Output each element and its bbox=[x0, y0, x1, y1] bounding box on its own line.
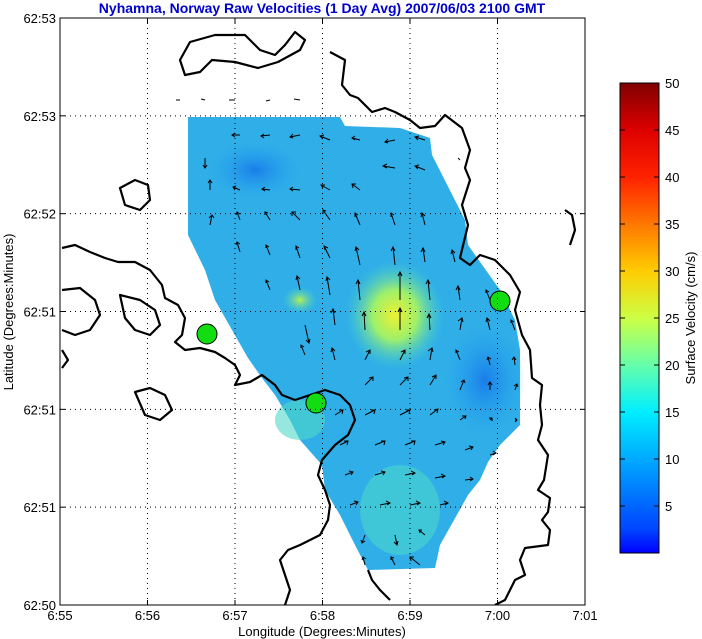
x-tick-label: 7:01 bbox=[572, 608, 597, 623]
colorbar-tick-label: 45 bbox=[665, 123, 679, 138]
x-tick-label: 6:59 bbox=[397, 608, 422, 623]
plot-frame bbox=[59, 17, 586, 606]
y-axis-title: Latitude (Degrees:Minutes) bbox=[1, 234, 16, 391]
station-marker bbox=[196, 323, 218, 345]
x-tick-label: 7:00 bbox=[485, 608, 510, 623]
colorbar-tick-label: 10 bbox=[665, 452, 679, 467]
colorbar-tick-label: 35 bbox=[665, 217, 679, 232]
y-tick-label: 62:51 bbox=[23, 402, 56, 417]
y-tick-label: 62:52 bbox=[23, 207, 56, 222]
x-axis-title: Longitude (Degrees:Minutes) bbox=[238, 624, 406, 639]
x-tick-label: 6:58 bbox=[310, 608, 335, 623]
y-tick-label: 62:53 bbox=[23, 11, 56, 26]
y-tick-label: 62:53 bbox=[23, 109, 56, 124]
colorbar-ticks: 5 10 15 20 25 30 35 40 45 50 bbox=[620, 76, 679, 514]
colorbar-tick-label: 15 bbox=[665, 405, 679, 420]
y-tick-label: 62:50 bbox=[23, 598, 56, 613]
station-marker bbox=[305, 392, 327, 414]
x-tick-label: 6:55 bbox=[47, 608, 72, 623]
velocity-arrows bbox=[176, 98, 519, 566]
colorbar bbox=[619, 82, 660, 554]
colorbar-tick-label: 40 bbox=[665, 170, 679, 185]
colorbar-tick-label: 50 bbox=[665, 76, 679, 91]
y-tick-label: 62:51 bbox=[23, 305, 56, 320]
chart-title: Nyhamna, Norway Raw Velocities (1 Day Av… bbox=[99, 0, 546, 16]
colorbar-tick-label: 5 bbox=[665, 499, 672, 514]
colorbar-tick-label: 25 bbox=[665, 311, 679, 326]
x-tick-label: 6:57 bbox=[222, 608, 247, 623]
coastline bbox=[61, 30, 577, 605]
colorbar-tick-label: 30 bbox=[665, 264, 679, 279]
x-tick-label: 6:56 bbox=[135, 608, 160, 623]
y-axis-ticks: 62:53 62:53 62:52 62:51 62:51 62:51 62:50 bbox=[23, 11, 585, 613]
y-tick-label: 62:51 bbox=[23, 500, 56, 515]
colorbar-tick-label: 20 bbox=[665, 358, 679, 373]
colorbar-title: Surface Velocity (cm/s) bbox=[683, 252, 698, 385]
station-marker bbox=[489, 290, 511, 312]
x-axis-ticks: 6:55 6:56 6:57 6:58 6:59 7:00 7:01 bbox=[47, 18, 598, 623]
